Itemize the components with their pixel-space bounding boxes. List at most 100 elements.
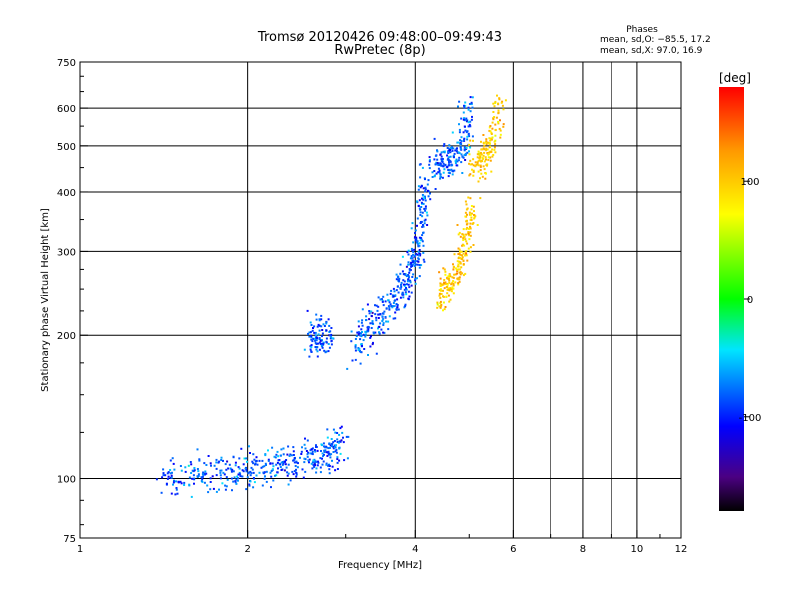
- o-mode-point: [440, 158, 443, 161]
- x-mode-point: [498, 98, 501, 101]
- o-mode-point: [463, 154, 466, 156]
- o-mode-point: [427, 179, 430, 182]
- o-mode-point: [249, 470, 252, 473]
- o-mode-point: [384, 300, 387, 303]
- o-mode-point: [286, 471, 289, 474]
- x-mode-point: [453, 253, 456, 256]
- x-mode-point: [501, 104, 504, 107]
- o-mode-point: [303, 461, 306, 464]
- o-mode-point: [193, 482, 195, 485]
- o-mode-point: [340, 425, 343, 428]
- o-mode-point: [170, 476, 173, 479]
- o-mode-point: [394, 294, 397, 297]
- o-mode-point: [402, 296, 405, 299]
- o-mode-point: [404, 303, 407, 306]
- o-mode-point: [329, 453, 331, 456]
- o-mode-point: [451, 173, 454, 176]
- o-mode-point: [322, 460, 325, 463]
- o-mode-point: [175, 488, 178, 491]
- o-mode-point: [426, 224, 429, 226]
- o-mode-point: [171, 471, 173, 474]
- o-mode-point: [209, 477, 212, 480]
- o-mode-point: [209, 488, 212, 491]
- o-mode-point: [239, 473, 242, 476]
- o-mode-point: [406, 280, 409, 283]
- x-mode-point: [497, 122, 500, 125]
- o-mode-point: [375, 304, 378, 307]
- o-mode-point: [339, 440, 342, 443]
- o-mode-point: [225, 485, 228, 488]
- o-mode-point: [309, 321, 312, 324]
- o-mode-point: [220, 459, 223, 461]
- x-mode-point: [444, 306, 447, 308]
- o-mode-point: [414, 239, 417, 242]
- o-mode-point: [317, 333, 320, 336]
- o-mode-point: [273, 455, 276, 458]
- o-mode-point: [279, 463, 282, 466]
- o-mode-point: [424, 205, 427, 208]
- o-mode-point: [336, 461, 339, 464]
- o-mode-point: [421, 166, 424, 169]
- o-mode-point: [254, 463, 256, 466]
- o-mode-point: [394, 317, 397, 320]
- o-mode-point: [265, 480, 268, 483]
- o-mode-point: [466, 130, 469, 133]
- o-mode-point: [458, 156, 461, 159]
- o-mode-point: [396, 298, 399, 301]
- x-mode-point: [479, 165, 482, 168]
- o-mode-point: [415, 236, 418, 239]
- o-mode-point: [417, 257, 420, 260]
- x-mode-point: [469, 214, 472, 217]
- o-mode-point: [416, 241, 418, 244]
- o-mode-point: [354, 338, 357, 340]
- o-mode-point: [287, 445, 290, 448]
- o-mode-point: [408, 295, 411, 298]
- x-mode-point: [447, 288, 450, 291]
- o-mode-point: [449, 151, 452, 154]
- x-mode-point: [468, 143, 470, 146]
- o-mode-point: [313, 462, 316, 465]
- o-mode-point: [420, 264, 423, 267]
- o-mode-point: [451, 149, 454, 152]
- o-mode-point: [415, 252, 418, 255]
- o-mode-point: [424, 207, 427, 210]
- o-mode-point: [312, 464, 315, 467]
- x-mode-point: [469, 163, 472, 166]
- o-mode-point: [289, 453, 292, 456]
- o-mode-point: [332, 441, 335, 444]
- o-mode-point: [162, 472, 165, 475]
- x-mode-point: [469, 226, 472, 229]
- o-mode-point: [330, 335, 333, 338]
- o-mode-point: [309, 331, 312, 334]
- o-mode-point: [471, 106, 474, 109]
- o-mode-point: [407, 274, 410, 276]
- o-mode-point: [389, 292, 392, 295]
- o-mode-point: [409, 257, 412, 260]
- o-mode-point: [408, 269, 411, 272]
- o-mode-point: [212, 487, 215, 490]
- x-mode-point: [474, 161, 477, 164]
- o-mode-point: [372, 341, 374, 344]
- x-mode-point: [462, 234, 465, 237]
- o-mode-point: [245, 457, 248, 460]
- o-mode-point: [418, 163, 421, 166]
- o-mode-point: [401, 293, 404, 296]
- x-mode-point: [482, 165, 485, 168]
- o-mode-point: [437, 164, 440, 166]
- x-mode-point: [465, 240, 468, 243]
- o-mode-point: [454, 160, 457, 163]
- o-mode-point: [408, 276, 410, 279]
- o-mode-point: [315, 467, 318, 470]
- o-mode-point: [313, 325, 316, 328]
- x-mode-point: [461, 258, 464, 261]
- x-mode-point: [496, 94, 498, 97]
- o-mode-point: [420, 185, 423, 188]
- o-mode-point: [388, 306, 391, 309]
- o-mode-point: [400, 281, 403, 284]
- x-mode-point: [487, 152, 490, 155]
- o-mode-point: [245, 488, 248, 491]
- o-mode-point: [463, 146, 466, 149]
- x-mode-point: [458, 268, 461, 271]
- o-mode-point: [332, 451, 335, 453]
- o-mode-point: [287, 463, 290, 466]
